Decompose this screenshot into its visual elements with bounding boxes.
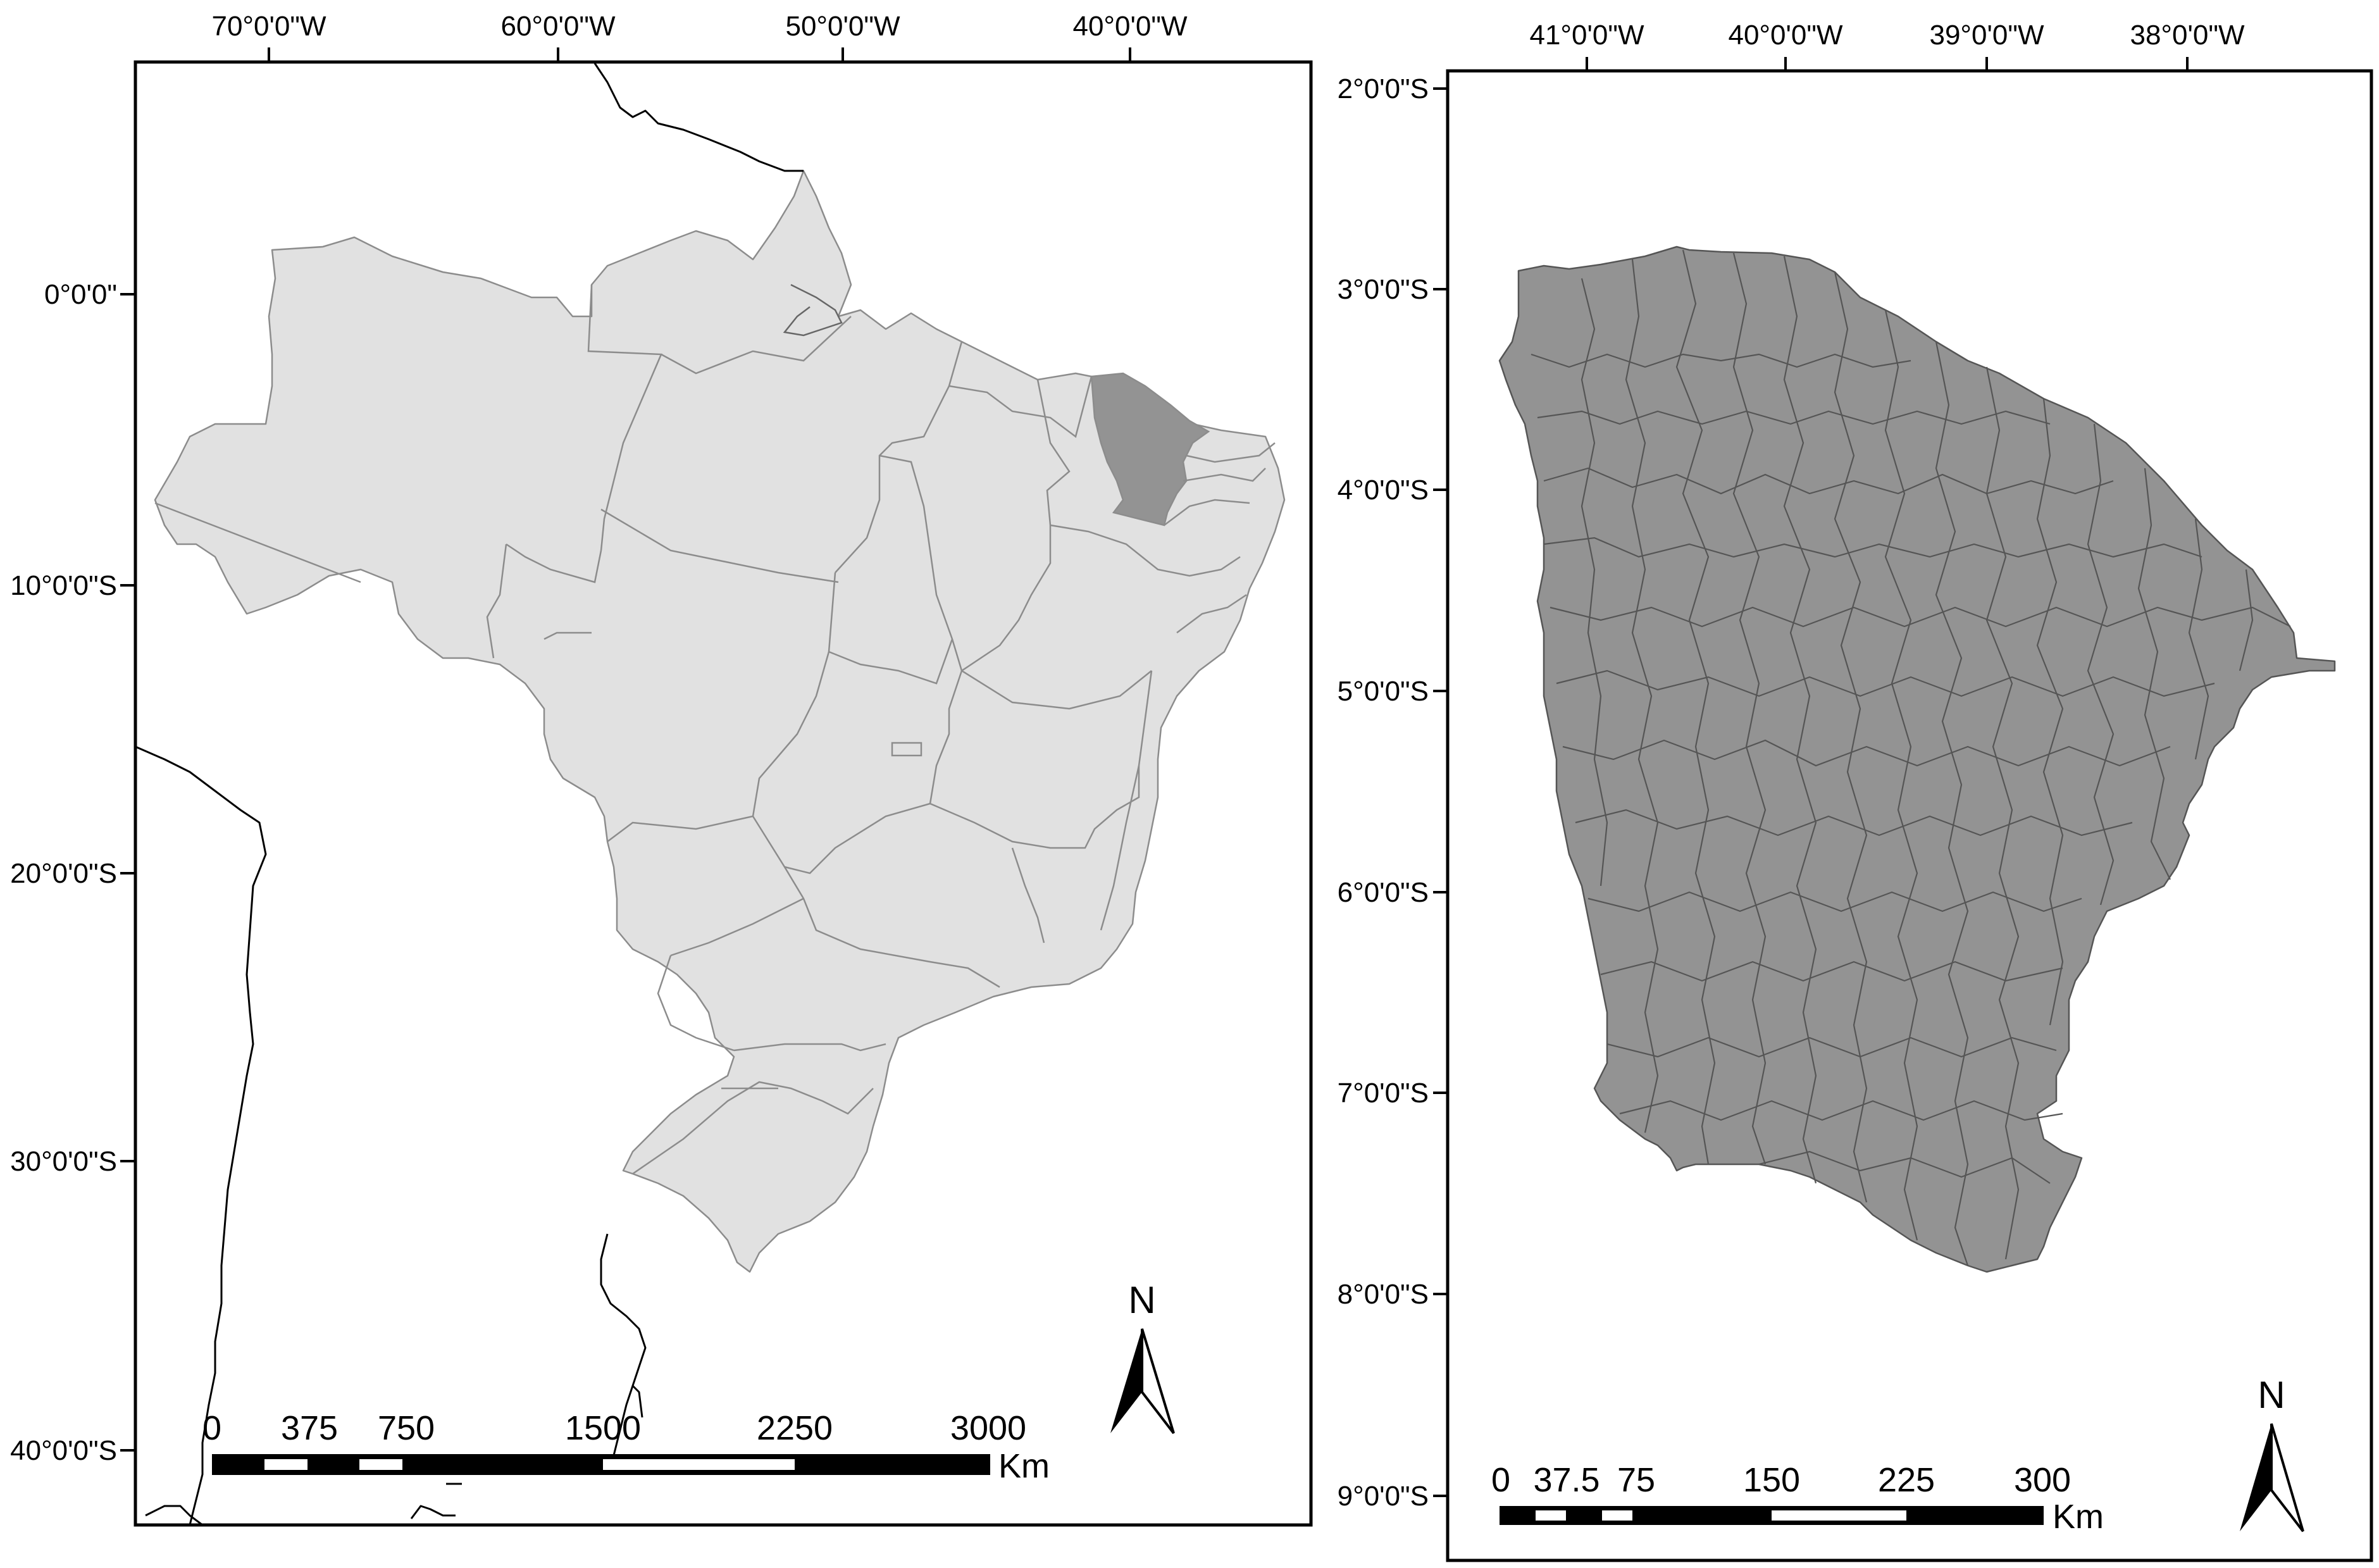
north-arrow-label-ceara: N <box>2258 1374 2285 1416</box>
lon-label-40w: 40°0'0"W <box>1072 11 1187 42</box>
scale-label-150: 150 <box>1743 1461 1800 1499</box>
state-borders <box>154 284 1276 1175</box>
ceara-map-frame <box>1446 69 2373 1562</box>
brazil-map-panel: 70°0'0"W 60°0'0"W 50°0'0"W 40°0'0"W 0°0'… <box>10 11 1313 1527</box>
scale-unit-km: Km <box>998 1447 1050 1485</box>
north-arrow-label: N <box>1128 1279 1155 1321</box>
brazil-left-labels: 0°0'0" 10°0'0"S 20°0'0"S 30°0'0"S 40°0'0… <box>10 279 117 1466</box>
scale-label-75: 75 <box>1617 1461 1655 1499</box>
brazil-scale-bar: 0 375 750 1500 2250 3000 Km <box>202 1409 1050 1485</box>
lat-label-4s: 4°0'0"S <box>1338 475 1429 506</box>
scale-label-0: 0 <box>202 1409 221 1447</box>
lon-label-60w: 60°0'0"W <box>500 11 615 42</box>
scale-label-375: 375 <box>281 1409 338 1447</box>
lon-label-38w: 38°0'0"W <box>2130 20 2244 51</box>
scale-label-750: 750 <box>378 1409 435 1447</box>
lat-label-0: 0°0'0" <box>44 279 117 310</box>
ceara-north-arrow: N <box>2240 1374 2304 1533</box>
brazil-top-labels: 70°0'0"W 60°0'0"W 50°0'0"W 40°0'0"W <box>211 11 1187 42</box>
ceara-top-ticks <box>1586 57 2189 71</box>
ceara-left-ticks <box>1433 87 1448 1497</box>
lon-label-40w-ceara: 40°0'0"W <box>1728 20 1842 51</box>
lat-label-10s: 10°0'0"S <box>10 570 117 601</box>
lat-label-5s: 5°0'0"S <box>1338 676 1429 707</box>
coastlines <box>135 63 843 1525</box>
ceara-scale-bar: 0 37.5 75 150 225 300 Km <box>1491 1461 2104 1536</box>
lat-label-3s: 3°0'0"S <box>1338 274 1429 305</box>
scale-label-300: 300 <box>2014 1461 2071 1499</box>
scale-label-225: 225 <box>1878 1461 1935 1499</box>
brazil-north-arrow: N <box>1110 1279 1175 1434</box>
lat-label-9s: 9°0'0"S <box>1338 1481 1429 1512</box>
scale-label-3000: 3000 <box>950 1409 1026 1447</box>
brazil-map-content <box>135 63 1286 1525</box>
lat-label-7s: 7°0'0"S <box>1338 1078 1429 1109</box>
scale-label-37-5: 37.5 <box>1533 1461 1599 1499</box>
brazil-map-frame <box>134 60 1313 1527</box>
scale-label-1500: 1500 <box>565 1409 641 1447</box>
lat-label-8s: 8°0'0"S <box>1338 1279 1429 1310</box>
lon-label-41w: 41°0'0"W <box>1529 20 1644 51</box>
lat-label-30s: 30°0'0"S <box>10 1146 117 1177</box>
lon-label-70w: 70°0'0"W <box>211 11 326 42</box>
scale-label-2250: 2250 <box>757 1409 833 1447</box>
lat-label-40s: 40°0'0"S <box>10 1435 117 1466</box>
ceara-left-labels: 2°0'0"S 3°0'0"S 4°0'0"S 5°0'0"S 6°0'0"S … <box>1338 73 1429 1512</box>
lat-label-20s: 20°0'0"S <box>10 858 117 889</box>
ceara-state-highlight <box>1090 372 1210 526</box>
federal-district-outline <box>891 742 922 757</box>
ceara-municipalities-fill <box>1498 246 2336 1273</box>
scale-label-0-ceara: 0 <box>1491 1461 1510 1499</box>
brazil-landmass <box>154 170 1286 1273</box>
scale-unit-km-ceara: Km <box>2053 1498 2104 1536</box>
lat-label-6s: 6°0'0"S <box>1338 877 1429 908</box>
lon-label-50w: 50°0'0"W <box>785 11 900 42</box>
municipal-boundaries <box>1531 249 2291 1266</box>
brazil-left-ticks <box>120 293 135 1452</box>
ceara-map-panel: 41°0'0"W 40°0'0"W 39°0'0"W 38°0'0"W 2°0'… <box>1338 20 2373 1562</box>
ceara-top-labels: 41°0'0"W 40°0'0"W 39°0'0"W 38°0'0"W <box>1529 20 2244 51</box>
lat-label-2s: 2°0'0"S <box>1338 73 1429 104</box>
lon-label-39w: 39°0'0"W <box>1929 20 2044 51</box>
ceara-map-content <box>1498 246 2336 1273</box>
brazil-top-ticks <box>268 47 1131 62</box>
